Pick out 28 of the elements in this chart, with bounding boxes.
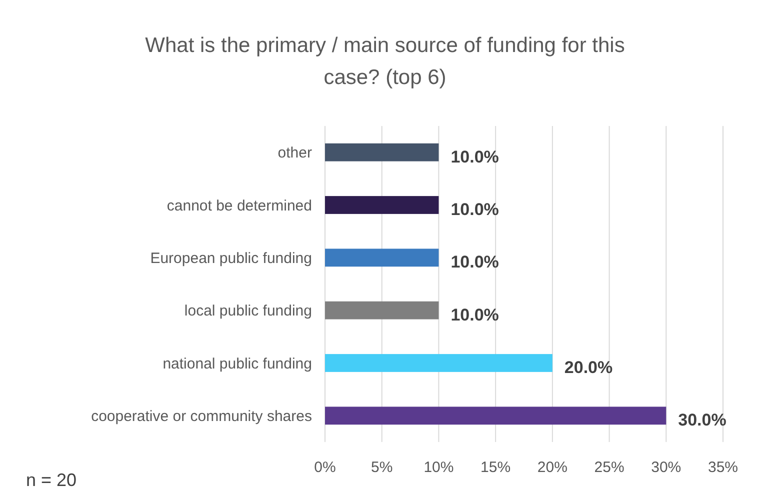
x-tick-label: 35% [708, 459, 738, 476]
y-tick-label: national public funding [162, 355, 312, 372]
bar [325, 301, 439, 320]
data-label: 10.0% [450, 200, 499, 219]
x-tick-label: 30% [651, 459, 682, 476]
x-tick-label: 20% [537, 459, 568, 476]
y-tick-label: other [278, 144, 312, 162]
bar [325, 196, 439, 214]
x-tick-label: 25% [594, 459, 624, 476]
chart-title: What is the primary / main source of funding for this case? (top 6) [145, 34, 625, 89]
x-tick-label: 0% [314, 459, 336, 476]
bar [325, 406, 666, 425]
x-tick-label: 10% [424, 459, 454, 476]
x-tick-label: 15% [480, 459, 511, 476]
y-tick-label: local public funding [184, 302, 312, 320]
y-tick-label: European public funding [150, 250, 312, 267]
bar [325, 143, 439, 162]
y-tick-label: cooperative or community shares [91, 408, 312, 425]
data-label: 30.0% [678, 410, 726, 430]
y-tick-label: cannot be determined [166, 197, 312, 214]
text: n = 20 [26, 470, 77, 490]
data-label: 10.0% [450, 305, 499, 324]
bar [325, 248, 439, 267]
x-tick-label: 5% [371, 459, 393, 476]
data-label: 20.0% [564, 358, 613, 377]
data-label: 10.0% [450, 252, 499, 272]
data-label: 10.0% [450, 147, 499, 166]
bar [325, 354, 552, 372]
